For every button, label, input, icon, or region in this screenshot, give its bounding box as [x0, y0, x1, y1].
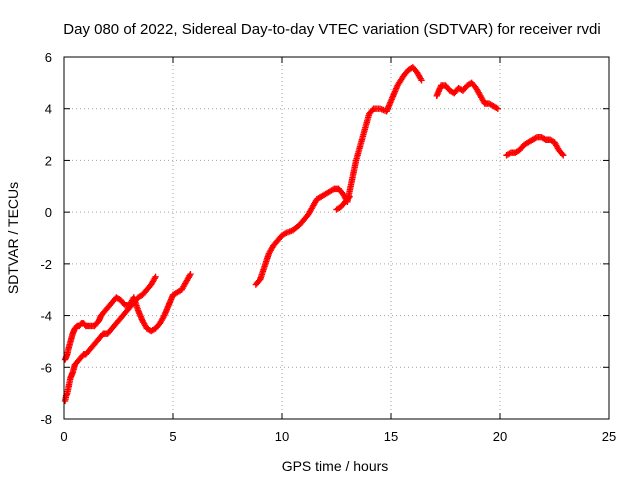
series-1 [61, 271, 194, 363]
data-point-fill [558, 150, 566, 158]
y-tick-label: 6 [45, 50, 52, 65]
x-axis-label: GPS time / hours [282, 458, 389, 474]
data-point [494, 105, 502, 112]
x-tick-label: 20 [493, 429, 507, 444]
y-tick-label: -4 [40, 309, 52, 324]
y-tick-label: -8 [40, 412, 52, 427]
y-tick-label: -2 [40, 257, 52, 272]
grid [64, 57, 609, 419]
x-tick-label: 0 [60, 429, 67, 444]
data-point [418, 77, 425, 84]
chart-title: Day 080 of 2022, Sidereal Day-to-day VTE… [63, 21, 600, 38]
data-points [61, 64, 567, 405]
axis-ticks [63, 56, 610, 420]
series-4 [433, 79, 502, 112]
y-tick-label: 0 [45, 205, 52, 220]
x-tick-label: 25 [602, 429, 616, 444]
x-tick-label: 15 [384, 429, 398, 444]
x-tick-label: 5 [169, 429, 176, 444]
series-2 [252, 64, 425, 288]
y-tick-label: 4 [45, 102, 52, 117]
data-point [346, 193, 353, 200]
x-tick-label: 10 [275, 429, 289, 444]
y-tick-label: 2 [45, 153, 52, 168]
plot-frame [63, 56, 610, 420]
data-point [187, 271, 194, 278]
y-axis-label: SDTVAR / TECUs [5, 182, 21, 294]
y-tick-labels: -8 -6 -4 -2 0 2 4 6 [40, 50, 52, 427]
series-0 [61, 273, 159, 405]
series-3 [333, 193, 353, 213]
data-point-fill [345, 194, 352, 202]
data-point [560, 152, 567, 159]
x-tick-labels: 0 5 10 15 20 25 [60, 429, 616, 444]
series-5 [503, 133, 567, 159]
y-tick-label: -6 [40, 360, 52, 375]
data-point [152, 273, 159, 280]
